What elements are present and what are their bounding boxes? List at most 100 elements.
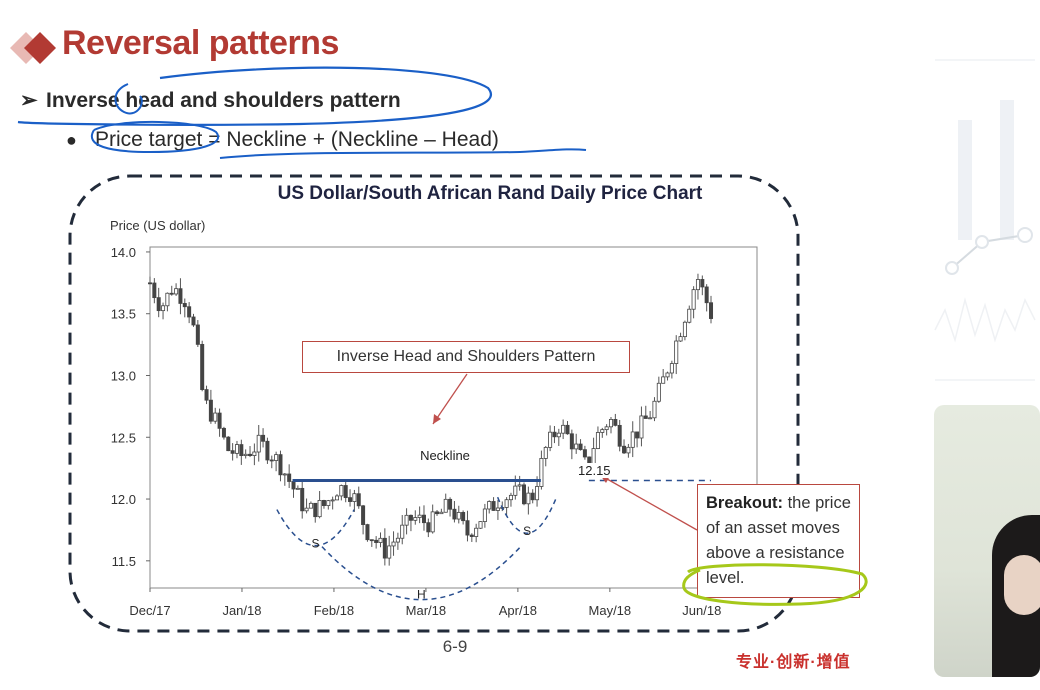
price-target-formula: = Neckline + (Neckline – Head) [202, 128, 499, 151]
presenter-face [1004, 555, 1040, 615]
candle-body [178, 288, 183, 304]
candle-body [608, 419, 613, 428]
candle-body [291, 481, 296, 490]
candle-body [469, 534, 474, 537]
y-axis-label: Price (US dollar) [110, 218, 206, 233]
candle-body [174, 288, 179, 295]
candle-body [443, 498, 448, 513]
candle-body [274, 454, 279, 461]
candle-body [326, 500, 331, 507]
candle-body [561, 424, 566, 434]
candle-body [221, 427, 226, 438]
candle-body [369, 539, 374, 542]
breakout-title: Breakout: [706, 494, 784, 512]
pattern-point-label: S [523, 524, 531, 538]
candle-body [426, 522, 431, 533]
neckline-label: Neckline [420, 448, 470, 463]
candle-body [678, 336, 683, 342]
candle-body [600, 429, 605, 433]
candle-body [465, 520, 470, 536]
pattern-point-label: S [312, 537, 320, 551]
page-number: 6-9 [442, 637, 468, 656]
candle-body [578, 443, 583, 451]
candle-body [261, 434, 266, 442]
candle-body [552, 431, 557, 438]
candle-body [361, 505, 366, 525]
y-tick-label: 11.5 [112, 554, 136, 569]
candle-body [639, 415, 644, 439]
pattern-arrow [432, 373, 468, 425]
plot-area [149, 246, 758, 589]
candle-body [556, 432, 561, 438]
candle-body [161, 305, 166, 312]
pattern-point-label: H [417, 588, 426, 602]
candle-body [208, 399, 213, 422]
candle-body [530, 492, 535, 501]
candle-body [626, 446, 631, 454]
candle-body [456, 512, 461, 520]
y-tick-label: 13.0 [111, 368, 136, 383]
candle-body [382, 537, 387, 559]
candle-body [243, 453, 248, 456]
x-tick-label: Dec/17 [129, 603, 170, 618]
candle-body [656, 382, 661, 402]
candle-body [513, 485, 518, 496]
candle-body [321, 500, 326, 507]
neckline-value-label: 12.15 [576, 463, 613, 478]
webcam-overlay [934, 405, 1040, 677]
candle-body [335, 495, 340, 501]
candle-body [582, 449, 587, 458]
diamond-logo-icon [10, 32, 56, 64]
candle-body [635, 431, 640, 439]
candle-body [156, 297, 161, 312]
x-tick-label: May/18 [589, 603, 632, 618]
candle-body [665, 372, 670, 378]
candle-body [604, 426, 609, 431]
candle-body [543, 447, 548, 459]
candle-body [682, 321, 687, 338]
candle-body [234, 444, 239, 454]
y-tick-label: 12.5 [111, 430, 136, 445]
candle-body [495, 507, 500, 511]
candle-body [652, 400, 657, 419]
candle-body [165, 292, 170, 307]
candle-body [421, 514, 426, 524]
y-tick-label: 12.0 [111, 492, 136, 507]
candle-body [147, 282, 152, 285]
candle-body [539, 458, 544, 487]
pattern-label-box: Inverse Head and Shoulders Pattern [302, 341, 630, 373]
candle-body [269, 459, 274, 462]
side-decoration [934, 59, 1036, 381]
slide-title: Reversal patterns [62, 24, 339, 62]
candle-body [669, 363, 674, 374]
candle-body [526, 492, 531, 505]
candle-body [213, 412, 218, 422]
pattern-arc [276, 509, 355, 547]
candle-body [187, 306, 192, 318]
candle-body [387, 545, 392, 559]
candle-body [265, 440, 270, 461]
candle-body [356, 493, 361, 507]
candle-body [491, 501, 496, 511]
candle-body [430, 511, 435, 533]
candle-body [287, 473, 292, 482]
candle-body [661, 376, 666, 384]
candle-body [348, 497, 353, 502]
candle-body [648, 417, 653, 420]
candle-body [691, 289, 696, 310]
candle-body [565, 424, 570, 435]
chart-title: US Dollar/South African Rand Daily Price… [277, 183, 703, 204]
candle-body [339, 485, 344, 497]
candle-body [630, 431, 635, 448]
pattern-arrow-head [433, 414, 441, 424]
candle-body [182, 303, 187, 308]
candle-body [417, 514, 422, 518]
candle-body [435, 511, 440, 515]
candle-body [595, 432, 600, 449]
candle-body [687, 308, 692, 323]
candle-body [308, 502, 313, 509]
candle-body [439, 511, 444, 515]
candle-body [535, 486, 540, 501]
candle-body [700, 279, 705, 288]
